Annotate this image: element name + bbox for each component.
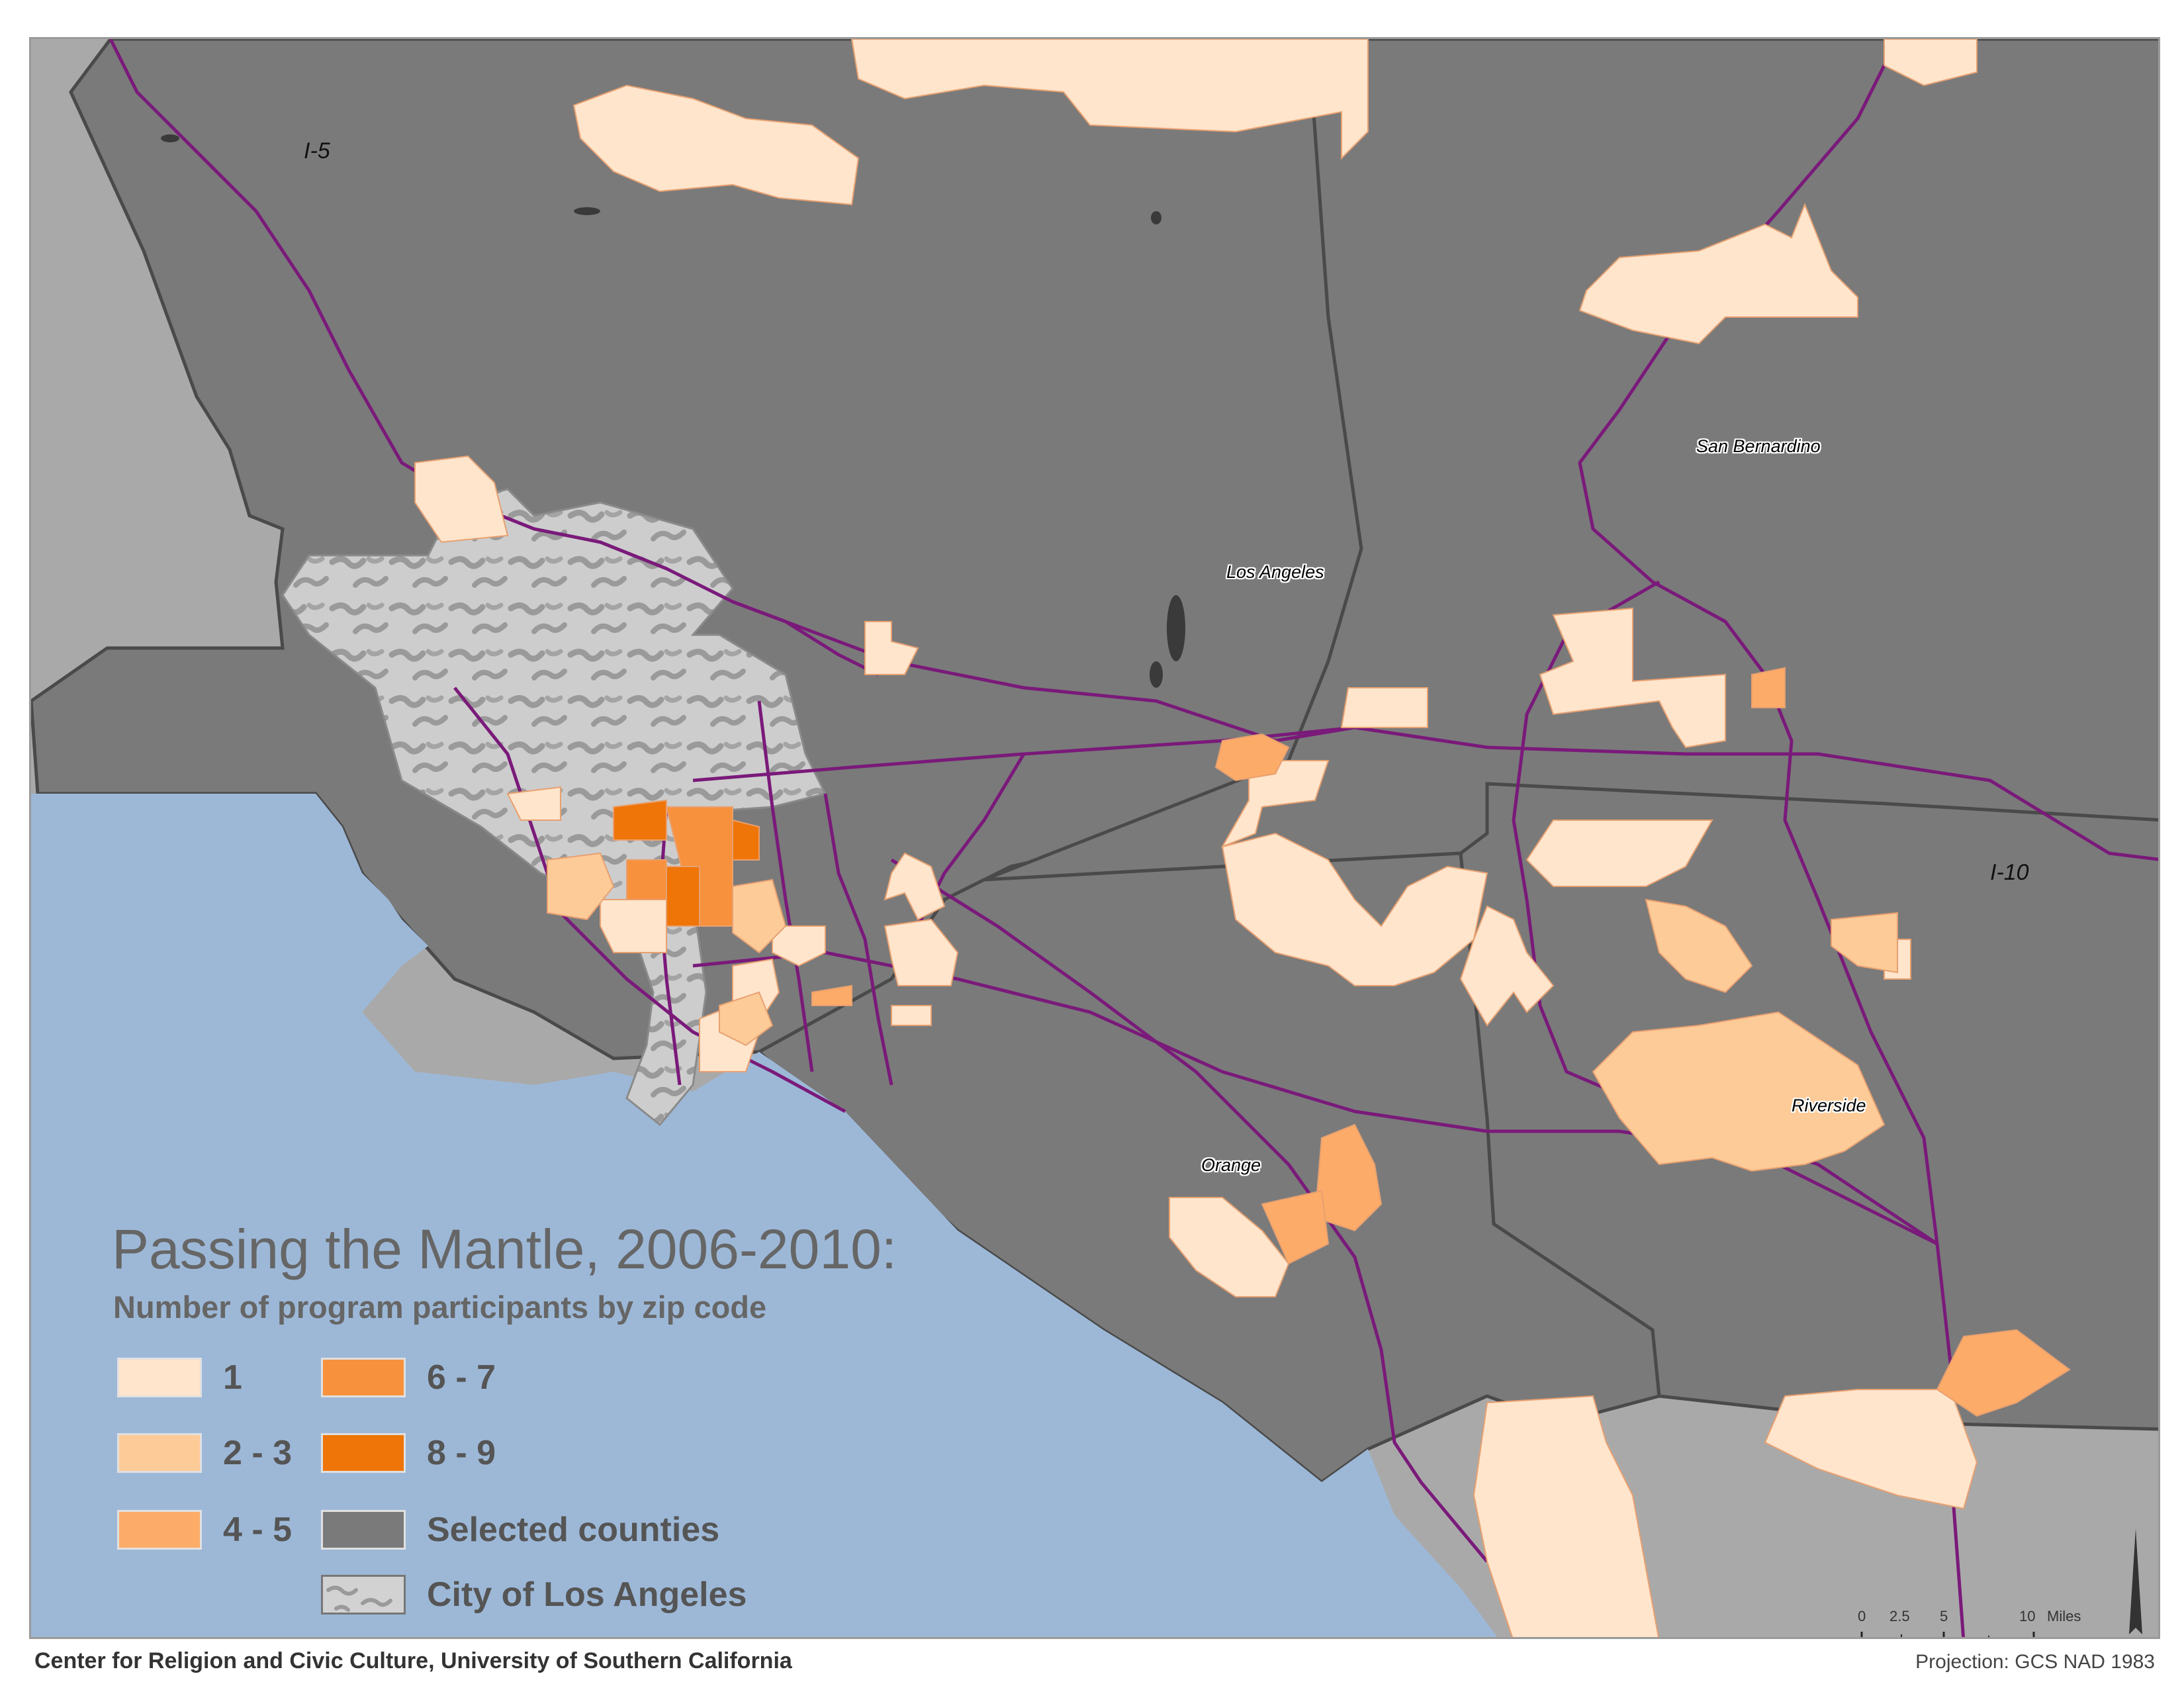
zip-area[interactable] xyxy=(547,852,615,921)
map-canvas[interactable] xyxy=(31,39,2160,1639)
scale-tick-5: 5 xyxy=(1940,1608,1948,1624)
zip-area[interactable] xyxy=(626,859,667,900)
map-subtitle: Number of program participants by zip co… xyxy=(113,1289,767,1325)
zip-area[interactable] xyxy=(1340,687,1428,728)
zip-area[interactable] xyxy=(613,799,667,841)
legend-item-selected-counties: Selected counties xyxy=(321,1510,719,1550)
lakes xyxy=(161,134,1185,688)
legend-label: 8 - 9 xyxy=(427,1434,496,1472)
zip-area[interactable] xyxy=(1220,760,1330,848)
county-label-riverside: Riverside xyxy=(1792,1096,1866,1115)
credit-text: Center for Religion and Civic Culture, U… xyxy=(34,1648,792,1673)
projection-text: Projection: GCS NAD 1983 xyxy=(1915,1651,2155,1673)
zip-area[interactable] xyxy=(1169,1197,1290,1297)
legend-item-1: 1 xyxy=(117,1358,242,1397)
legend-item-4-5: 4 - 5 xyxy=(117,1510,292,1550)
zip-area[interactable] xyxy=(772,925,826,967)
zip-area[interactable] xyxy=(850,39,1369,160)
legend-label: Selected counties xyxy=(427,1511,720,1549)
legend-swatch xyxy=(117,1510,202,1550)
legend-item-2-3: 2 - 3 xyxy=(117,1433,292,1473)
highway-i605[interactable] xyxy=(823,793,893,1086)
zip-area[interactable] xyxy=(1473,1395,1659,1639)
legend-swatch xyxy=(117,1358,202,1397)
legend-swatch-hatched xyxy=(321,1575,406,1615)
highway-i405[interactable] xyxy=(453,686,846,1113)
zip-area[interactable] xyxy=(1214,733,1290,782)
zip-area[interactable] xyxy=(884,852,946,921)
zip-area[interactable] xyxy=(891,1005,932,1026)
legend-item-6-7: 6 - 7 xyxy=(321,1358,496,1397)
zip-area[interactable] xyxy=(1936,1329,2071,1417)
legend-label: 4 - 5 xyxy=(223,1511,293,1549)
legend-label: 1 xyxy=(223,1358,242,1397)
zip-area[interactable] xyxy=(1764,1389,1978,1510)
scale-tick-10: 10 xyxy=(2019,1608,2036,1624)
legend-swatch xyxy=(321,1433,406,1473)
zip-area[interactable] xyxy=(1525,820,1713,887)
zip-area[interactable] xyxy=(1539,607,1726,749)
zip-codes xyxy=(414,39,2071,1639)
county-label-orange: Orange xyxy=(1201,1155,1261,1175)
legend-swatch xyxy=(321,1510,406,1550)
legend-label: 2 - 3 xyxy=(223,1434,293,1472)
scale-unit: Miles xyxy=(2047,1608,2081,1624)
zip-area[interactable] xyxy=(414,455,509,543)
zip-area[interactable] xyxy=(506,786,561,821)
map-frame[interactable]: I-5 I-10 Los Angeles San Bernardino Rive… xyxy=(29,37,2160,1639)
scale-bar-graphic xyxy=(1860,1632,2035,1637)
scale-tick-0: 0 xyxy=(1858,1608,1866,1624)
zip-area[interactable] xyxy=(719,991,774,1047)
legend-label: City of Los Angeles xyxy=(427,1575,747,1614)
zip-area[interactable] xyxy=(811,984,852,1006)
zip-area[interactable] xyxy=(1221,832,1488,986)
county-label-san-bernardino: San Bernardino xyxy=(1696,436,1821,456)
legend-label: 6 - 7 xyxy=(427,1358,496,1397)
zip-area[interactable] xyxy=(600,899,667,953)
zip-area[interactable] xyxy=(1751,667,1786,708)
zip-area[interactable] xyxy=(1645,898,1753,994)
zip-area[interactable] xyxy=(572,84,860,206)
zip-area[interactable] xyxy=(666,866,700,927)
north-arrow: N xyxy=(2122,1528,2149,1637)
zip-area[interactable] xyxy=(1831,912,1898,974)
zip-area[interactable] xyxy=(884,918,959,986)
zip-area[interactable] xyxy=(1459,905,1555,1027)
legend-item-city-of-la: City of Los Angeles xyxy=(321,1575,747,1615)
map-title: Passing the Mantle, 2006-2010: xyxy=(112,1218,897,1280)
zip-area[interactable] xyxy=(1261,1190,1330,1265)
pacific-ocean xyxy=(31,794,1498,1637)
highway-label-i5: I-5 xyxy=(304,138,330,164)
zip-area[interactable] xyxy=(1884,39,1978,87)
county-label-los-angeles: Los Angeles xyxy=(1226,562,1324,582)
north-arrow-icon xyxy=(2129,1528,2142,1634)
highway-i710[interactable] xyxy=(757,700,814,1072)
legend-item-8-9: 8 - 9 xyxy=(321,1433,496,1473)
highway-label-i10: I-10 xyxy=(1990,860,2029,885)
highway-i10[interactable] xyxy=(692,726,2160,861)
zip-area[interactable] xyxy=(1578,203,1858,345)
scale-tick-2-5: 2.5 xyxy=(1889,1608,1910,1624)
zip-area[interactable] xyxy=(732,819,760,861)
zip-area[interactable] xyxy=(1592,1011,1886,1172)
zip-area[interactable] xyxy=(864,621,919,675)
legend-swatch xyxy=(117,1433,202,1473)
legend-swatch xyxy=(321,1358,406,1397)
